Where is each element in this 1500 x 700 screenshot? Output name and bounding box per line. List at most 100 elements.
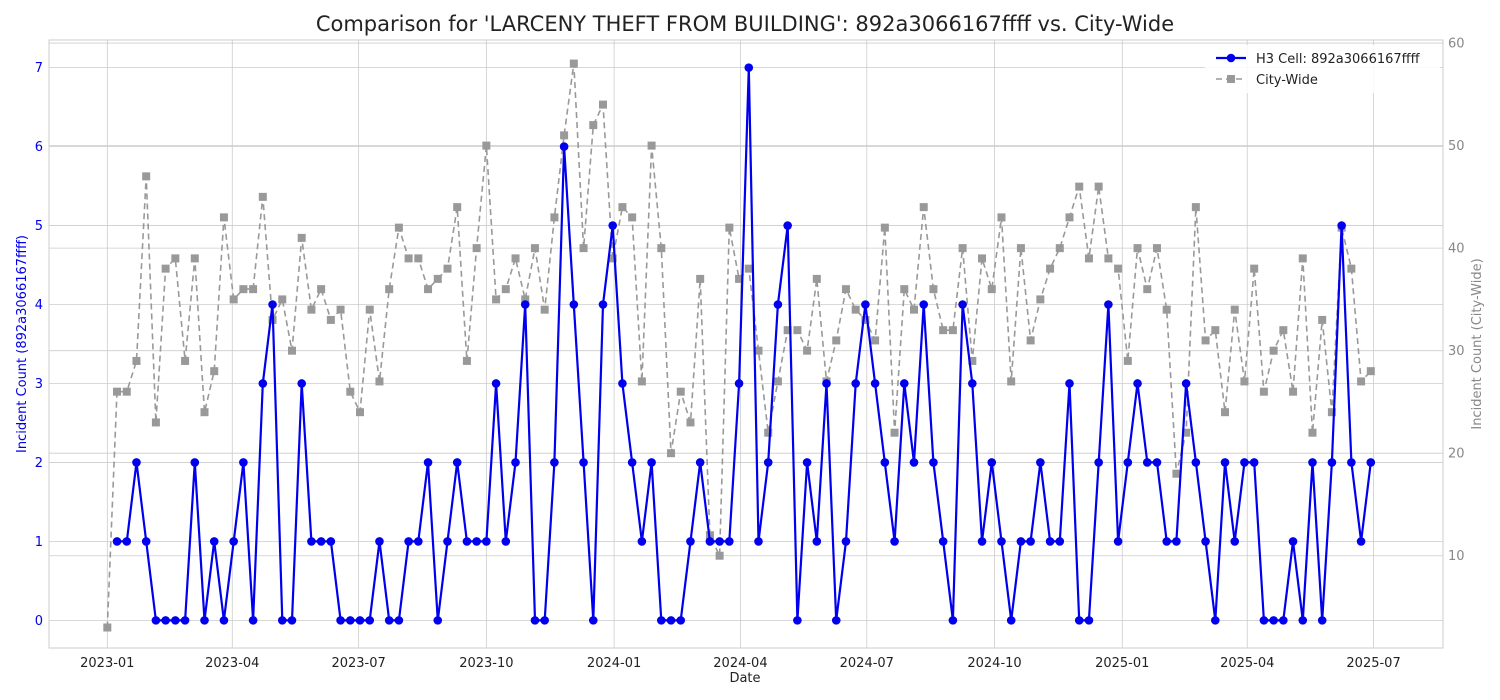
city-data-point	[1269, 346, 1278, 355]
city-data-point	[443, 264, 452, 273]
city-data-point	[171, 254, 180, 263]
city-data-point	[919, 203, 928, 212]
cell-data-point	[1230, 537, 1240, 546]
cell-data-point	[326, 537, 336, 546]
cell-data-point	[433, 616, 443, 625]
cell-data-point	[268, 300, 277, 309]
cell-data-point	[734, 379, 744, 388]
cell-data-point	[404, 537, 413, 546]
cell-data-point	[559, 142, 569, 151]
city-data-point	[1327, 408, 1336, 417]
left-tick-label: 7	[35, 61, 43, 76]
cell-data-point	[482, 537, 491, 546]
cell-data-point	[686, 537, 695, 546]
city-data-point	[900, 285, 909, 294]
city-data-point	[793, 326, 802, 335]
city-data-point	[1026, 336, 1035, 345]
city-data-point	[628, 213, 637, 222]
cell-data-point	[997, 537, 1006, 546]
cell-data-point	[1055, 537, 1065, 546]
city-data-point	[871, 336, 880, 345]
city-data-point	[910, 305, 919, 314]
city-data-point	[803, 346, 812, 355]
city-data-point	[326, 315, 335, 324]
city-data-point	[696, 274, 705, 283]
cell-data-point	[248, 616, 258, 625]
cell-data-point	[715, 537, 724, 546]
cell-data-point	[987, 458, 997, 467]
legend-label-cell: H3 Cell: 892a3066167ffff	[1256, 52, 1421, 67]
cell-data-point	[1084, 616, 1094, 625]
cell-data-point	[365, 616, 375, 625]
city-data-point	[385, 285, 394, 294]
cell-data-point	[141, 537, 151, 546]
city-data-point	[210, 367, 219, 376]
city-data-point	[832, 336, 841, 345]
city-data-point	[1308, 428, 1317, 437]
cell-data-point	[209, 537, 219, 546]
city-data-point	[297, 233, 306, 242]
city-data-point	[589, 121, 598, 130]
cell-data-point	[530, 616, 540, 625]
city-data-point	[404, 254, 413, 263]
x-tick-label: 2023-07	[331, 656, 385, 671]
cell-data-point	[948, 616, 958, 625]
city-data-point	[151, 418, 160, 427]
cell-data-point	[151, 616, 161, 625]
right-tick-label: 50	[1448, 139, 1465, 154]
city-data-point	[715, 551, 724, 560]
cell-data-point	[336, 616, 345, 625]
city-series-line	[106, 63, 1372, 628]
left-tick-label: 6	[35, 140, 43, 155]
city-data-point	[1143, 285, 1152, 294]
cell-data-point	[1065, 379, 1074, 388]
city-data-point	[1084, 254, 1093, 263]
x-tick-label: 2023-10	[459, 656, 513, 671]
cell-data-point	[1259, 616, 1269, 625]
city-data-point	[637, 377, 646, 386]
cell-data-point	[598, 300, 608, 309]
legend-entry-city	[1216, 75, 1246, 83]
city-data-point	[1318, 315, 1327, 324]
cell-data-point	[1162, 537, 1171, 546]
cell-data-point	[1036, 458, 1045, 467]
cell-data-point	[783, 221, 792, 230]
cell-data-point	[171, 616, 180, 625]
city-data-point	[1240, 377, 1249, 386]
city-data-point	[1162, 305, 1171, 314]
city-data-point	[647, 141, 656, 150]
cell-data-point	[1191, 458, 1201, 467]
cell-data-point	[355, 616, 365, 625]
cell-data-point	[822, 379, 831, 388]
cell-data-point	[1172, 537, 1181, 546]
city-data-point	[492, 295, 501, 304]
cell-data-point	[414, 537, 423, 546]
cell-series-line	[117, 67, 1372, 622]
cell-data-point	[890, 537, 899, 546]
city-data-point	[890, 428, 899, 437]
cell-data-point	[1133, 379, 1142, 388]
cell-data-point	[763, 458, 773, 467]
right-tick-label: 30	[1448, 344, 1465, 359]
cell-data-point	[239, 458, 248, 467]
cell-data-point	[1074, 616, 1084, 625]
city-data-point	[1075, 182, 1084, 191]
cell-data-point	[1269, 616, 1278, 625]
cell-data-point	[657, 616, 666, 625]
left-tick-label: 3	[35, 377, 43, 392]
cell-data-point	[705, 537, 715, 546]
city-data-point	[1055, 244, 1064, 253]
x-tick-label: 2024-07	[840, 656, 894, 671]
cell-data-point	[1094, 458, 1103, 467]
city-data-point	[1016, 244, 1025, 253]
city-data-point	[501, 285, 510, 294]
city-data-point	[560, 131, 569, 140]
x-tick-label: 2024-01	[587, 656, 641, 671]
cell-data-point	[831, 616, 841, 625]
city-data-point	[812, 274, 821, 283]
city-data-point	[1279, 326, 1288, 335]
city-data-point	[307, 305, 316, 314]
chart-title: Comparison for 'LARCENY THEFT FROM BUILD…	[316, 12, 1174, 36]
cell-data-point	[1210, 616, 1220, 625]
city-data-point	[783, 326, 792, 335]
